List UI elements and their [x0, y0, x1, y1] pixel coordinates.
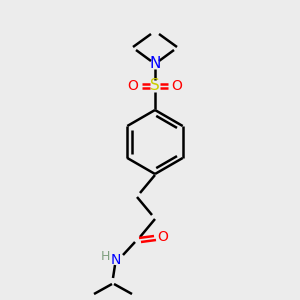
Text: S: S [150, 79, 160, 94]
Text: N: N [111, 253, 121, 267]
Text: N: N [149, 56, 161, 71]
Text: O: O [128, 79, 138, 93]
Text: O: O [158, 230, 168, 244]
Text: O: O [172, 79, 182, 93]
Text: H: H [100, 250, 110, 262]
